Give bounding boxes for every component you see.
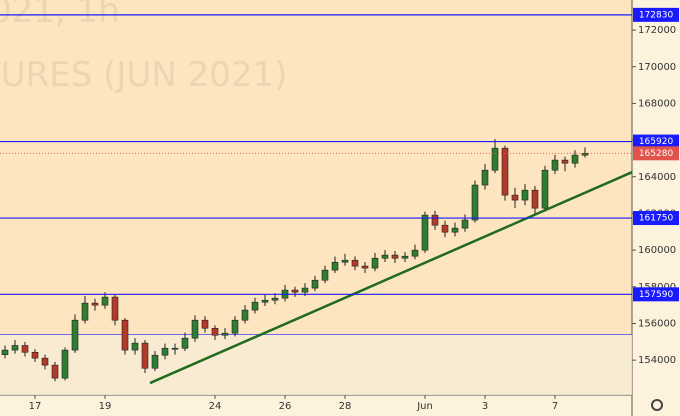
- level-tag: [633, 134, 679, 149]
- level-tag: [633, 7, 679, 22]
- candle-body: [111, 296, 119, 321]
- level-tag-label: 161750: [639, 214, 674, 224]
- y-tick-label: 156000: [638, 318, 676, 329]
- gear[interactable]: [651, 399, 663, 411]
- time-axis-background: [0, 395, 632, 416]
- x-tick-label: 26: [279, 401, 292, 412]
- candle-body: [31, 351, 39, 359]
- lower-zone: [0, 334, 632, 395]
- candle-body: [521, 189, 529, 201]
- candle-body: [361, 265, 369, 269]
- y-tick-label: 160000: [638, 245, 676, 256]
- level-tag: [633, 287, 679, 302]
- candle-body: [271, 297, 279, 301]
- last-price-tag: [633, 146, 679, 161]
- candle-body: [121, 319, 129, 351]
- candle-body: [131, 342, 139, 351]
- candle-body: [531, 189, 539, 209]
- candle-body: [181, 337, 189, 349]
- candle-body: [21, 345, 29, 353]
- y-tick-label: 168000: [638, 98, 676, 109]
- candle-body: [71, 319, 79, 351]
- candle-body: [141, 342, 149, 369]
- x-tick-label: 19: [99, 401, 112, 412]
- y-tick-label: 164000: [638, 172, 676, 183]
- y-tick-label: 158000: [638, 282, 676, 293]
- candle-body: [51, 364, 59, 379]
- candle-body: [91, 302, 99, 306]
- candle-body: [311, 279, 319, 289]
- candle-body: [371, 257, 379, 269]
- candle-body: [291, 289, 299, 293]
- last-price-label: 165280: [639, 149, 674, 159]
- candle-body: [201, 319, 209, 329]
- x-tick-label: 24: [209, 401, 222, 412]
- candle-body: [321, 269, 329, 281]
- candle-body: [461, 219, 469, 229]
- candle-body: [251, 301, 259, 311]
- candle-body: [401, 255, 409, 259]
- candle-body: [561, 159, 569, 164]
- candle-body: [391, 254, 399, 259]
- candle-body: [491, 147, 499, 171]
- watermark: TURES (JUN 2021): [0, 55, 287, 95]
- level-tag-label: 157590: [639, 290, 674, 300]
- candle-body: [161, 347, 169, 356]
- x-tick-label: 7: [552, 401, 558, 412]
- candle-body: [341, 259, 349, 263]
- candle-body: [471, 184, 479, 221]
- candle-body: [241, 309, 249, 321]
- candle-body: [551, 159, 559, 171]
- watermark: 021, 1h: [0, 0, 120, 31]
- y-tick-label: 170000: [638, 62, 676, 73]
- y-tick-label: 154000: [638, 355, 676, 366]
- candle-body: [331, 261, 339, 271]
- candle-body: [571, 154, 579, 164]
- level-tag: [633, 211, 679, 226]
- candle-body: [451, 227, 459, 233]
- candle-body: [1, 349, 9, 355]
- candle-body: [501, 147, 509, 196]
- candle-body: [421, 214, 429, 251]
- candle-body: [351, 259, 359, 267]
- candle-body: [191, 319, 199, 339]
- candle-body: [441, 224, 449, 233]
- candle-body: [231, 319, 239, 334]
- level-tag-label: 165920: [639, 137, 674, 147]
- candle-body: [81, 302, 89, 321]
- candle-body: [61, 349, 69, 379]
- candle-body: [381, 254, 389, 259]
- price-axis-background: [632, 0, 680, 416]
- x-tick-label: 28: [339, 401, 352, 412]
- candle-body: [101, 296, 109, 306]
- x-tick-label: Jun: [416, 401, 433, 412]
- settings-icon[interactable]: [651, 399, 663, 411]
- candle-body: [11, 345, 19, 351]
- candle-body: [171, 347, 179, 350]
- candle-body: [541, 169, 549, 209]
- candle-body: [151, 354, 159, 369]
- y-tick-label: 172000: [638, 25, 676, 36]
- candle-body: [211, 327, 219, 336]
- level-tag-label: 172830: [639, 10, 674, 20]
- candle-body: [221, 332, 229, 336]
- trendline: [149, 171, 633, 385]
- candle-body: [411, 249, 419, 257]
- x-tick-label: 17: [29, 401, 42, 412]
- candle-body: [431, 214, 439, 226]
- candle-body: [41, 357, 49, 366]
- candle-body: [511, 194, 519, 201]
- candle-body: [301, 287, 309, 293]
- candle-body: [481, 169, 489, 186]
- x-tick-label: 3: [482, 401, 488, 412]
- candle-body: [261, 299, 269, 303]
